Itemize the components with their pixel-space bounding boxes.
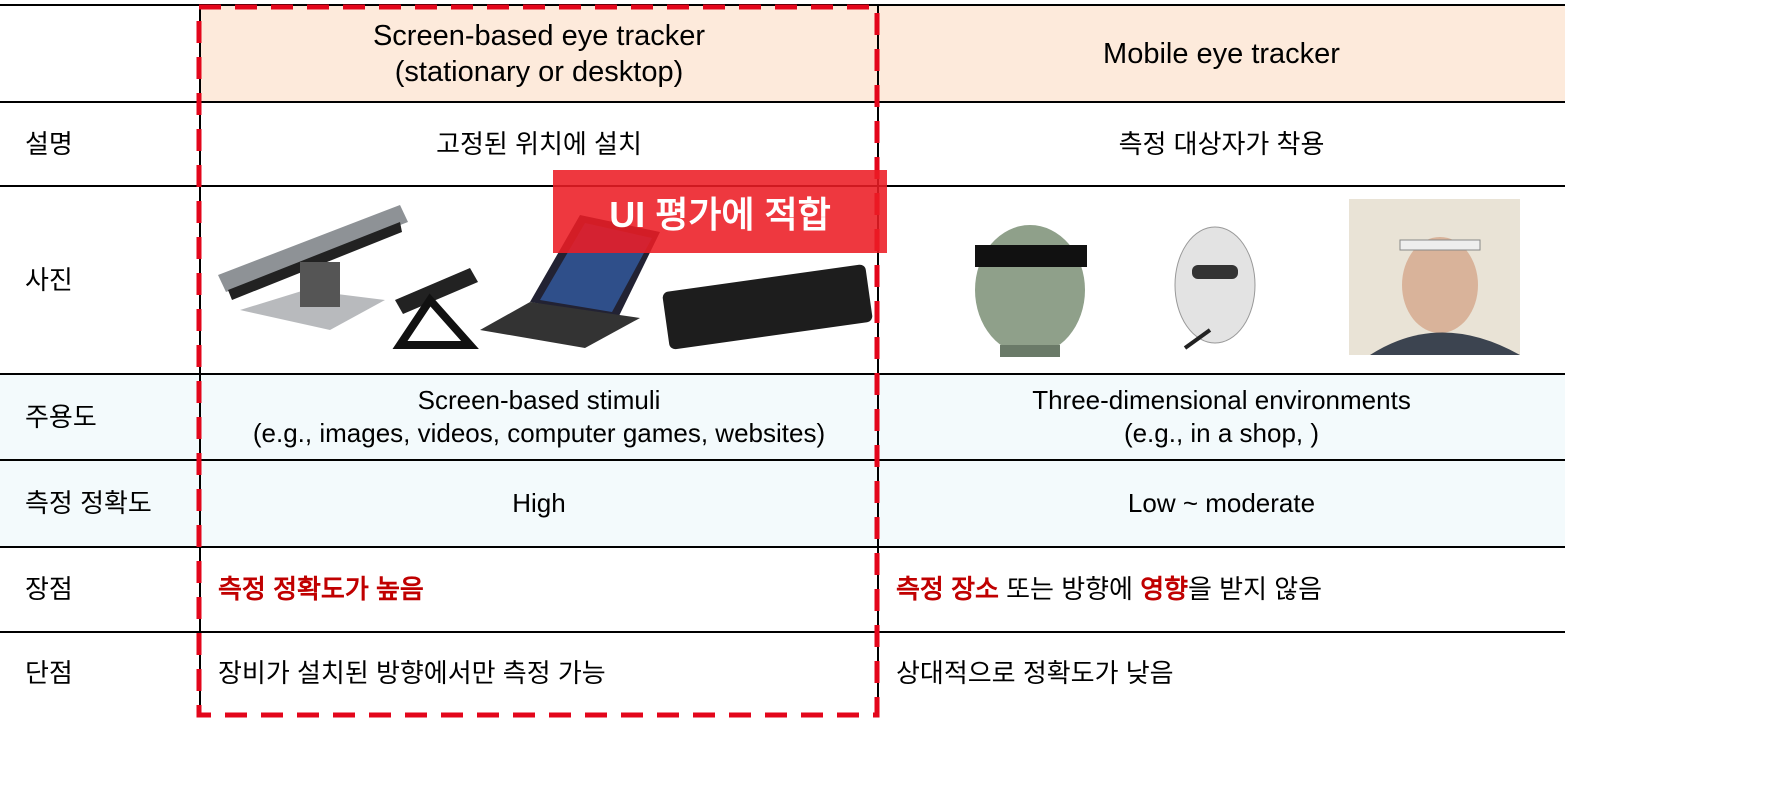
table-cell: 측정 정확도가 높음 xyxy=(200,547,878,632)
photo-subject-headband xyxy=(1399,239,1481,251)
cell-text: (e.g., images, videos, computer games, w… xyxy=(252,418,826,448)
cell-text: Screen-based stimuli xyxy=(417,385,661,415)
highlight-outline xyxy=(196,4,880,718)
photo-head xyxy=(975,225,1085,355)
cell-text: Mobile eye tracker xyxy=(1103,37,1340,70)
emphasis-text: 측정 장소 xyxy=(896,574,999,604)
cell-line: Screen-based eye tracker xyxy=(373,18,705,54)
cell-line: (e.g., images, videos, computer games, w… xyxy=(253,417,825,450)
cell-line: Low ~ moderate xyxy=(1128,487,1315,520)
cell-text: 또는 방향에 xyxy=(998,574,1141,604)
cell-text: Low ~ moderate xyxy=(1127,488,1316,518)
badge: UI 평가에 적합 xyxy=(553,170,887,253)
cell-line: 측정 정확도가 높음 xyxy=(218,573,424,606)
photo-tracker-stand xyxy=(300,262,340,307)
cell-line: Screen-based stimuli xyxy=(418,384,661,417)
row-label: 장점 xyxy=(25,574,73,604)
cell-line: (e.g., in a shop, ) xyxy=(1124,417,1319,450)
header-cell: Mobile eye tracker xyxy=(878,5,1565,102)
cell-line: (stationary or desktop) xyxy=(395,54,684,90)
photo-laptop-base xyxy=(480,302,640,348)
photo-tobii-bar xyxy=(662,264,873,350)
cell-line: 상대적으로 정확도가 낮음 xyxy=(896,657,1174,690)
cell-line: 측정 장소 또는 방향에 영향을 받지 않음 xyxy=(896,573,1322,606)
emphasis-text: 영향 xyxy=(1140,574,1189,604)
photo-glasses xyxy=(1192,265,1238,279)
cell-text: (stationary or desktop) xyxy=(394,55,684,88)
header-cell: Screen-based eye tracker (stationary or d… xyxy=(200,5,878,102)
row-label: 주용도 xyxy=(25,401,97,432)
cell-text: 을 받지 않음 xyxy=(1188,574,1323,604)
photo-subject-face xyxy=(1402,237,1478,333)
photo-camera xyxy=(395,268,478,314)
photo-tracker-stand xyxy=(240,290,385,330)
table-cell: 상대적으로 정확도가 낮음 xyxy=(878,632,1565,715)
cell-line: 고정된 위치에 설치 xyxy=(436,128,642,161)
cell-text: (e.g., in a shop, ) xyxy=(1123,418,1320,448)
table-cell: 측정 장소 또는 방향에 영향을 받지 않음 xyxy=(878,547,1565,632)
table-cell: Screen-based stimuli (e.g., images, video… xyxy=(200,374,878,460)
photo-subject-shirt xyxy=(1370,332,1520,355)
emphasis-text: 측정 정확도가 높음 xyxy=(218,574,424,604)
cell-line: Three-dimensional environments xyxy=(1032,384,1411,417)
cell-line: 장비가 설치된 방향에서만 측정 가능 xyxy=(218,657,606,690)
cell-line: 측정 대상자가 착용 xyxy=(1119,128,1325,161)
photo-headset xyxy=(975,245,1087,267)
row-label: 설명 xyxy=(25,128,73,159)
cell-text: Three-dimensional environments xyxy=(1032,385,1411,415)
cell-text: Screen-based eye tracker xyxy=(372,19,706,52)
photos xyxy=(218,199,1520,357)
table-cell: Three-dimensional environments (e.g., in … xyxy=(878,374,1565,460)
cell-line: High xyxy=(512,487,565,520)
table-cell: 고정된 위치에 설치 xyxy=(200,102,878,186)
photo-camera-tripod xyxy=(392,293,479,349)
photo-head xyxy=(1174,226,1256,344)
photo-tracker-bar xyxy=(228,222,402,300)
table-cell: High xyxy=(200,460,878,547)
cell-text: 상대적으로 정확도가 낮음 xyxy=(896,658,1174,688)
table-cell: 측정 대상자가 착용 xyxy=(878,102,1565,186)
photo-tracker-bar xyxy=(218,205,408,292)
row-label: 단점 xyxy=(25,658,73,688)
table-cell: Low ~ moderate xyxy=(878,460,1565,547)
row-label: 사진 xyxy=(25,264,73,295)
table-cell: 장비가 설치된 방향에서만 측정 가능 xyxy=(200,632,878,715)
cell-text: High xyxy=(512,488,566,518)
cell-text: 장비가 설치된 방향에서만 측정 가능 xyxy=(218,658,606,688)
photo-cable xyxy=(1183,328,1212,350)
cell-text: 측정 대상자가 착용 xyxy=(1118,128,1325,159)
cell-line: Mobile eye tracker xyxy=(1103,36,1340,72)
cell-text: 고정된 위치에 설치 xyxy=(436,128,642,159)
row-label: 측정 정확도 xyxy=(25,488,152,518)
photo-neck xyxy=(1000,345,1060,357)
header-background xyxy=(200,5,1565,102)
